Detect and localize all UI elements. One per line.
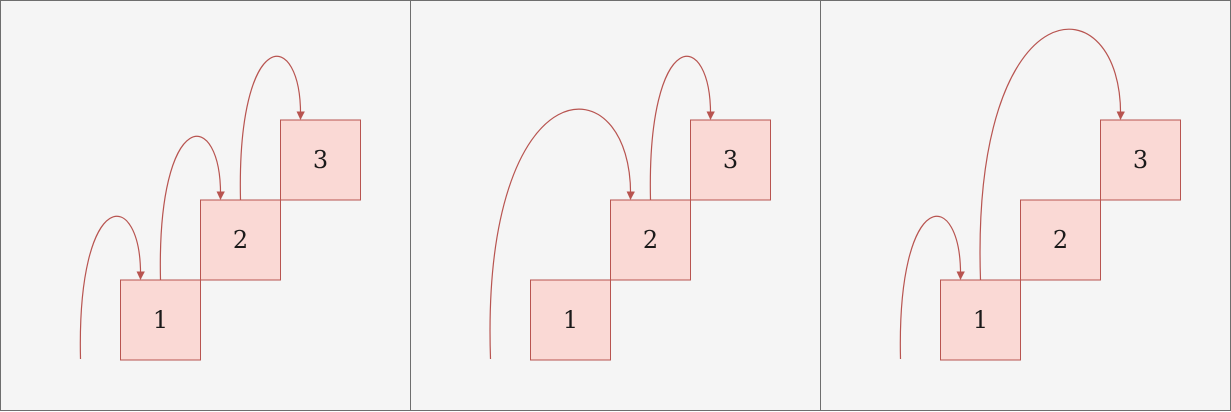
step-box-1: 1 (940, 279, 1021, 361)
step-box-3: 3 (1100, 119, 1181, 201)
step-box-3: 3 (690, 119, 771, 201)
panel-2: 1 2 3 (410, 0, 821, 411)
step-rect (690, 119, 771, 201)
step-label: 3 (723, 146, 738, 174)
step-label: 1 (153, 306, 168, 334)
step-label: 2 (1053, 226, 1068, 254)
jump-arrow-1-to-2 (159, 135, 225, 281)
jump-arrow-ground-to-1 (79, 215, 145, 360)
step-box-2: 2 (200, 199, 281, 281)
jump-arrow-2-to-3 (239, 55, 305, 201)
step-rect (1100, 119, 1181, 201)
step-rect (120, 279, 201, 361)
step-rect (610, 199, 691, 281)
step-rect (280, 119, 361, 201)
step-box-2: 2 (610, 199, 691, 281)
step-box-1: 1 (120, 279, 201, 361)
jump-arrow-1-to-3 (979, 28, 1125, 281)
step-label: 1 (973, 306, 988, 334)
step-rect (1020, 199, 1101, 281)
panel-1: 1 2 3 (0, 0, 411, 411)
step-label: 1 (563, 306, 578, 334)
step-rect (530, 279, 611, 361)
step-rect (940, 279, 1021, 361)
jump-arrow-ground-to-2 (489, 108, 635, 360)
step-label: 3 (313, 146, 328, 174)
step-box-3: 3 (280, 119, 361, 201)
panel-3: 1 2 3 (820, 0, 1231, 411)
step-box-2: 2 (1020, 199, 1101, 281)
step-label: 3 (1133, 146, 1148, 174)
step-label: 2 (233, 226, 248, 254)
jump-arrow-2-to-3 (649, 55, 715, 201)
step-label: 2 (643, 226, 658, 254)
step-box-1: 1 (530, 279, 611, 361)
jump-arrow-ground-to-1 (899, 215, 965, 360)
